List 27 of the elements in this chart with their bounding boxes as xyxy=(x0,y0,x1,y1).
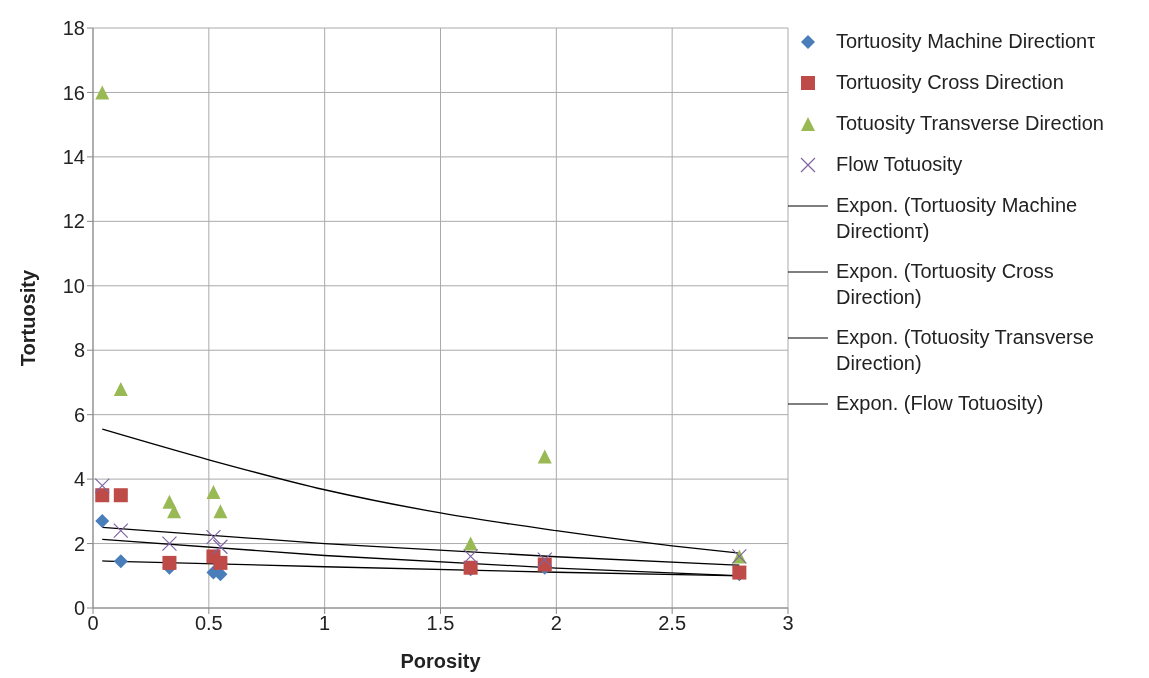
y-tick-label: 4 xyxy=(73,468,85,491)
y-tick-label: 10 xyxy=(62,274,85,297)
x-axis-title: Porosity xyxy=(400,650,482,672)
x-tick-label: 1 xyxy=(319,612,331,635)
x-tick-label: 0 xyxy=(87,612,99,635)
legend-label: Tortuosity Machine Directionτ xyxy=(836,29,1096,54)
x-tick-label: 1.5 xyxy=(426,612,455,635)
x-tick-label: 2 xyxy=(550,612,562,635)
y-tick-label: 12 xyxy=(62,210,85,233)
y-tick-label: 6 xyxy=(73,403,85,426)
legend-label: Tortuosity Cross Direction xyxy=(836,70,1064,95)
y-tick-label: 8 xyxy=(73,339,85,362)
x-tick-label: 0.5 xyxy=(194,612,223,635)
x-tick-label: 2.5 xyxy=(658,612,687,635)
x-tick-label: 3 xyxy=(782,612,794,635)
y-tick-label: 18 xyxy=(62,17,85,40)
legend-label: Expon. (Tortuosity Cross Direction) xyxy=(836,259,1055,310)
y-tick-label: 0 xyxy=(73,597,85,620)
legend-label: Flow Totuosity xyxy=(836,152,963,177)
y-tick-label: 14 xyxy=(62,145,85,168)
legend-label: Expon. (Tortuosity Machine Directionτ) xyxy=(836,193,1079,244)
legend-label: Totuosity Transverse Direction xyxy=(836,111,1104,136)
legend-label: Expon. (Totuosity Transverse Direction) xyxy=(836,325,1095,376)
y-tick-label: 16 xyxy=(62,81,85,104)
y-axis-title: Tortuosity xyxy=(17,268,40,367)
y-tick-label: 2 xyxy=(73,532,85,555)
legend-label: Expon. (Flow Totuosity) xyxy=(836,391,1044,416)
